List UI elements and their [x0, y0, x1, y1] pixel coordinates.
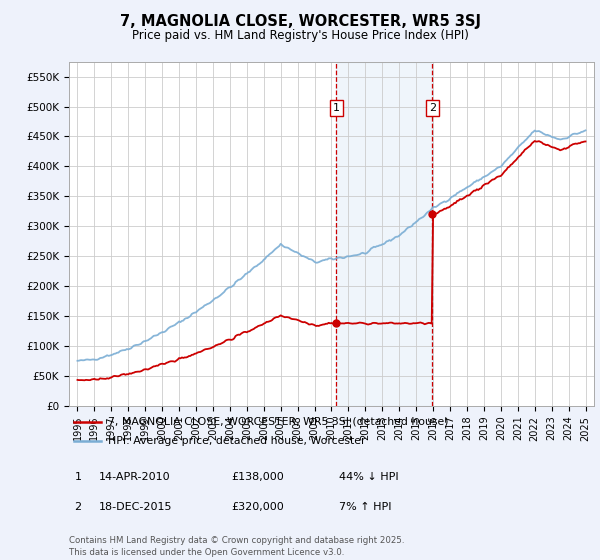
Text: 2: 2 — [429, 103, 436, 113]
Text: Price paid vs. HM Land Registry's House Price Index (HPI): Price paid vs. HM Land Registry's House … — [131, 29, 469, 42]
Text: 7, MAGNOLIA CLOSE, WORCESTER, WR5 3SJ: 7, MAGNOLIA CLOSE, WORCESTER, WR5 3SJ — [119, 14, 481, 29]
Text: 2: 2 — [74, 502, 82, 512]
Text: 44% ↓ HPI: 44% ↓ HPI — [339, 472, 398, 482]
Text: 7% ↑ HPI: 7% ↑ HPI — [339, 502, 391, 512]
Text: 1: 1 — [333, 103, 340, 113]
Text: 18-DEC-2015: 18-DEC-2015 — [99, 502, 173, 512]
Text: 1: 1 — [74, 472, 82, 482]
Text: Contains HM Land Registry data © Crown copyright and database right 2025.
This d: Contains HM Land Registry data © Crown c… — [69, 536, 404, 557]
Text: 7, MAGNOLIA CLOSE, WORCESTER, WR5 3SJ (detached house): 7, MAGNOLIA CLOSE, WORCESTER, WR5 3SJ (d… — [109, 417, 449, 427]
Text: 14-APR-2010: 14-APR-2010 — [99, 472, 170, 482]
Text: HPI: Average price, detached house, Worcester: HPI: Average price, detached house, Worc… — [109, 436, 366, 446]
Text: £320,000: £320,000 — [231, 502, 284, 512]
Bar — [336, 62, 433, 406]
Text: £138,000: £138,000 — [231, 472, 284, 482]
